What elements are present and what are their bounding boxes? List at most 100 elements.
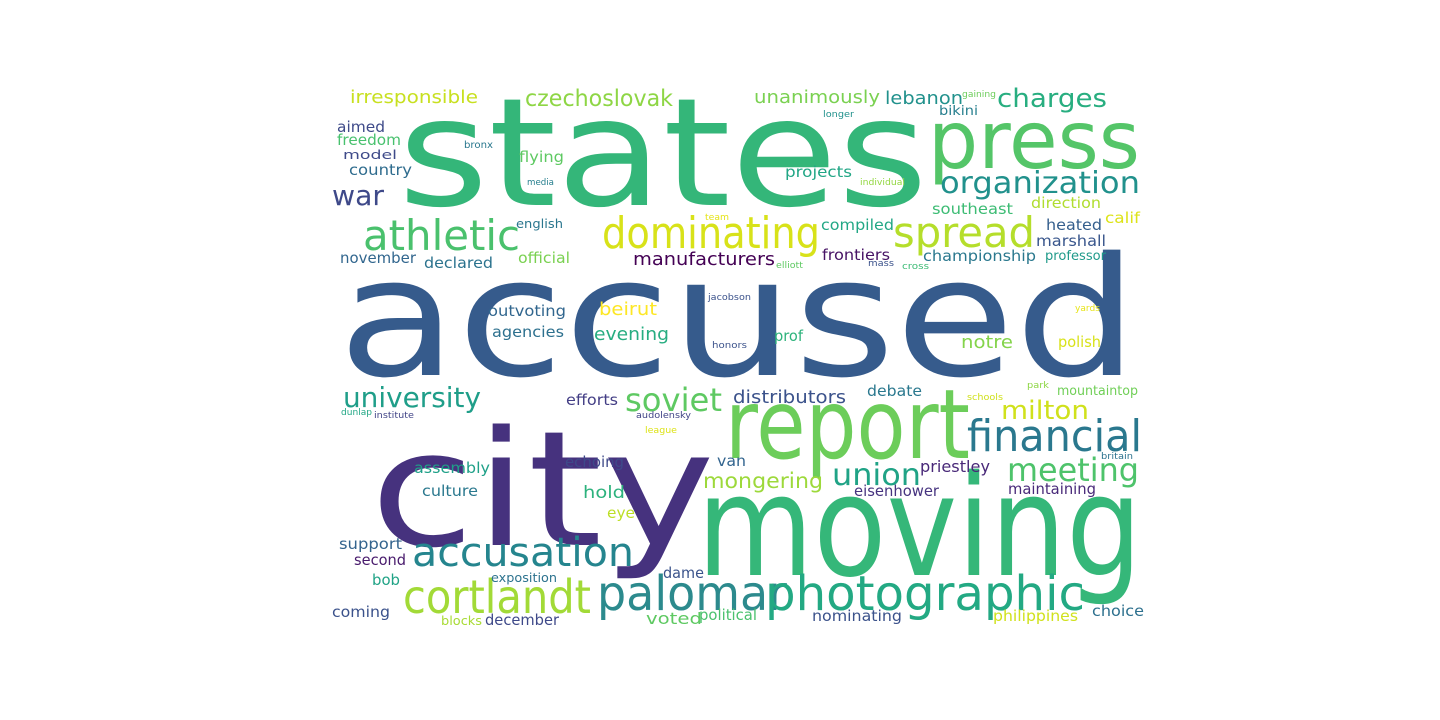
word-photographic: photographic: [765, 566, 1085, 622]
word-van: van: [717, 452, 746, 470]
word-culture: culture: [422, 482, 478, 500]
word-declared: declared: [424, 254, 493, 272]
word-cross: cross: [902, 262, 929, 272]
word-polish: polish: [1058, 333, 1101, 351]
word-nominating: nominating: [812, 607, 902, 625]
word-model: model: [343, 148, 397, 162]
word-english: english: [516, 217, 563, 231]
word-southeast: southeast: [932, 200, 1013, 218]
word-philippines: philippines: [993, 607, 1078, 625]
word-milton: milton: [1001, 396, 1089, 426]
word-accusation: accusation: [412, 530, 634, 576]
word-czechoslovak: czechoslovak: [525, 86, 674, 112]
word-league: league: [645, 426, 677, 436]
word-moving: moving: [697, 446, 1142, 609]
word-november: november: [340, 249, 417, 267]
word-audolensky: audolensky: [636, 411, 692, 421]
word-political: political: [699, 606, 757, 624]
word-cortlandt: cortlandt: [403, 570, 591, 624]
word-calif: calif: [1105, 209, 1141, 227]
word-spread: spread: [893, 208, 1035, 257]
word-direction: direction: [1031, 194, 1101, 212]
word-assembly: assembly: [414, 459, 490, 477]
word-marshall: marshall: [1036, 232, 1106, 250]
word-accused: accused: [338, 222, 1138, 414]
word-mongering: mongering: [703, 469, 823, 493]
word-priestley: priestley: [920, 457, 990, 476]
word-organization: organization: [940, 166, 1140, 201]
word-irresponsible: irresponsible: [350, 87, 478, 108]
word-city: city: [370, 396, 715, 583]
word-evening: evening: [594, 324, 669, 345]
word-bronx: bronx: [464, 140, 493, 151]
word-dominating: dominating: [602, 208, 820, 259]
word-support: support: [339, 535, 402, 553]
word-championship: championship: [923, 247, 1036, 265]
word-union: union: [832, 458, 921, 493]
word-compiled: compiled: [821, 216, 894, 234]
word-elliott: elliott: [776, 261, 803, 271]
word-frontiers: frontiers: [822, 246, 890, 264]
word-team: team: [705, 213, 729, 223]
word-notre: notre: [961, 332, 1013, 353]
word-university: university: [343, 381, 481, 414]
word-lebanon: lebanon: [885, 88, 963, 109]
word-charges: charges: [997, 84, 1107, 114]
word-war: war: [332, 179, 384, 212]
word-longer: longer: [823, 110, 854, 120]
word-professor: professor: [1045, 249, 1107, 264]
word-financial: financial: [967, 411, 1142, 462]
word-freedom: freedom: [337, 131, 401, 149]
word-heated: heated: [1046, 216, 1102, 234]
word-efforts: efforts: [566, 391, 618, 409]
word-mountaintop: mountaintop: [1057, 384, 1138, 399]
word-second: second: [354, 551, 406, 569]
word-maintaining: maintaining: [1008, 480, 1096, 498]
word-voted: voted: [646, 609, 702, 628]
word-mass: mass: [868, 259, 894, 269]
word-blocks: blocks: [441, 614, 482, 628]
word-agencies: agencies: [492, 323, 564, 341]
word-report: report: [725, 369, 970, 481]
word-jacobson: jacobson: [707, 293, 751, 303]
word-bob: bob: [372, 571, 400, 589]
word-manufacturers: manufacturers: [633, 249, 775, 270]
word-schools: schools: [967, 393, 1003, 403]
word-beirut: beirut: [599, 299, 657, 320]
word-choice: choice: [1092, 602, 1144, 620]
word-press: press: [928, 94, 1140, 187]
word-december: december: [485, 611, 560, 629]
word-unanimously: unanimously: [754, 87, 880, 108]
word-eye: eye: [607, 504, 635, 522]
word-eisenhower: eisenhower: [854, 482, 940, 500]
word-dunlap: dunlap: [341, 408, 372, 418]
word-individual: individual: [860, 178, 905, 188]
word-prof: prof: [774, 327, 804, 345]
word-media: media: [527, 178, 554, 188]
word-britain: britain: [1101, 452, 1133, 462]
word-projects: projects: [785, 163, 852, 181]
word-soviet: soviet: [625, 381, 722, 419]
word-honors: honors: [712, 341, 747, 351]
word-coming: coming: [332, 603, 390, 621]
word-meeting: meeting: [1007, 451, 1139, 489]
word-institute: institute: [374, 411, 414, 421]
word-hold: hold: [583, 483, 625, 503]
word-park: park: [1027, 381, 1050, 391]
word-echoing: echoing: [565, 453, 624, 471]
word-exposition: exposition: [491, 571, 557, 585]
word-gaining: gaining: [962, 90, 996, 100]
word-states: states: [398, 67, 928, 241]
word-country: country: [349, 161, 412, 179]
word-yards: yards: [1075, 304, 1100, 314]
word-outvoting: outvoting: [488, 302, 566, 320]
word-dame: dame: [663, 564, 704, 582]
word-bikini: bikini: [939, 104, 978, 119]
word-flying: flying: [519, 148, 564, 166]
word-aimed: aimed: [337, 118, 385, 136]
word-distributors: distributors: [733, 387, 846, 408]
word-official: official: [518, 249, 570, 267]
word-palomar: palomar: [597, 566, 787, 622]
word-athletic: athletic: [363, 211, 520, 260]
